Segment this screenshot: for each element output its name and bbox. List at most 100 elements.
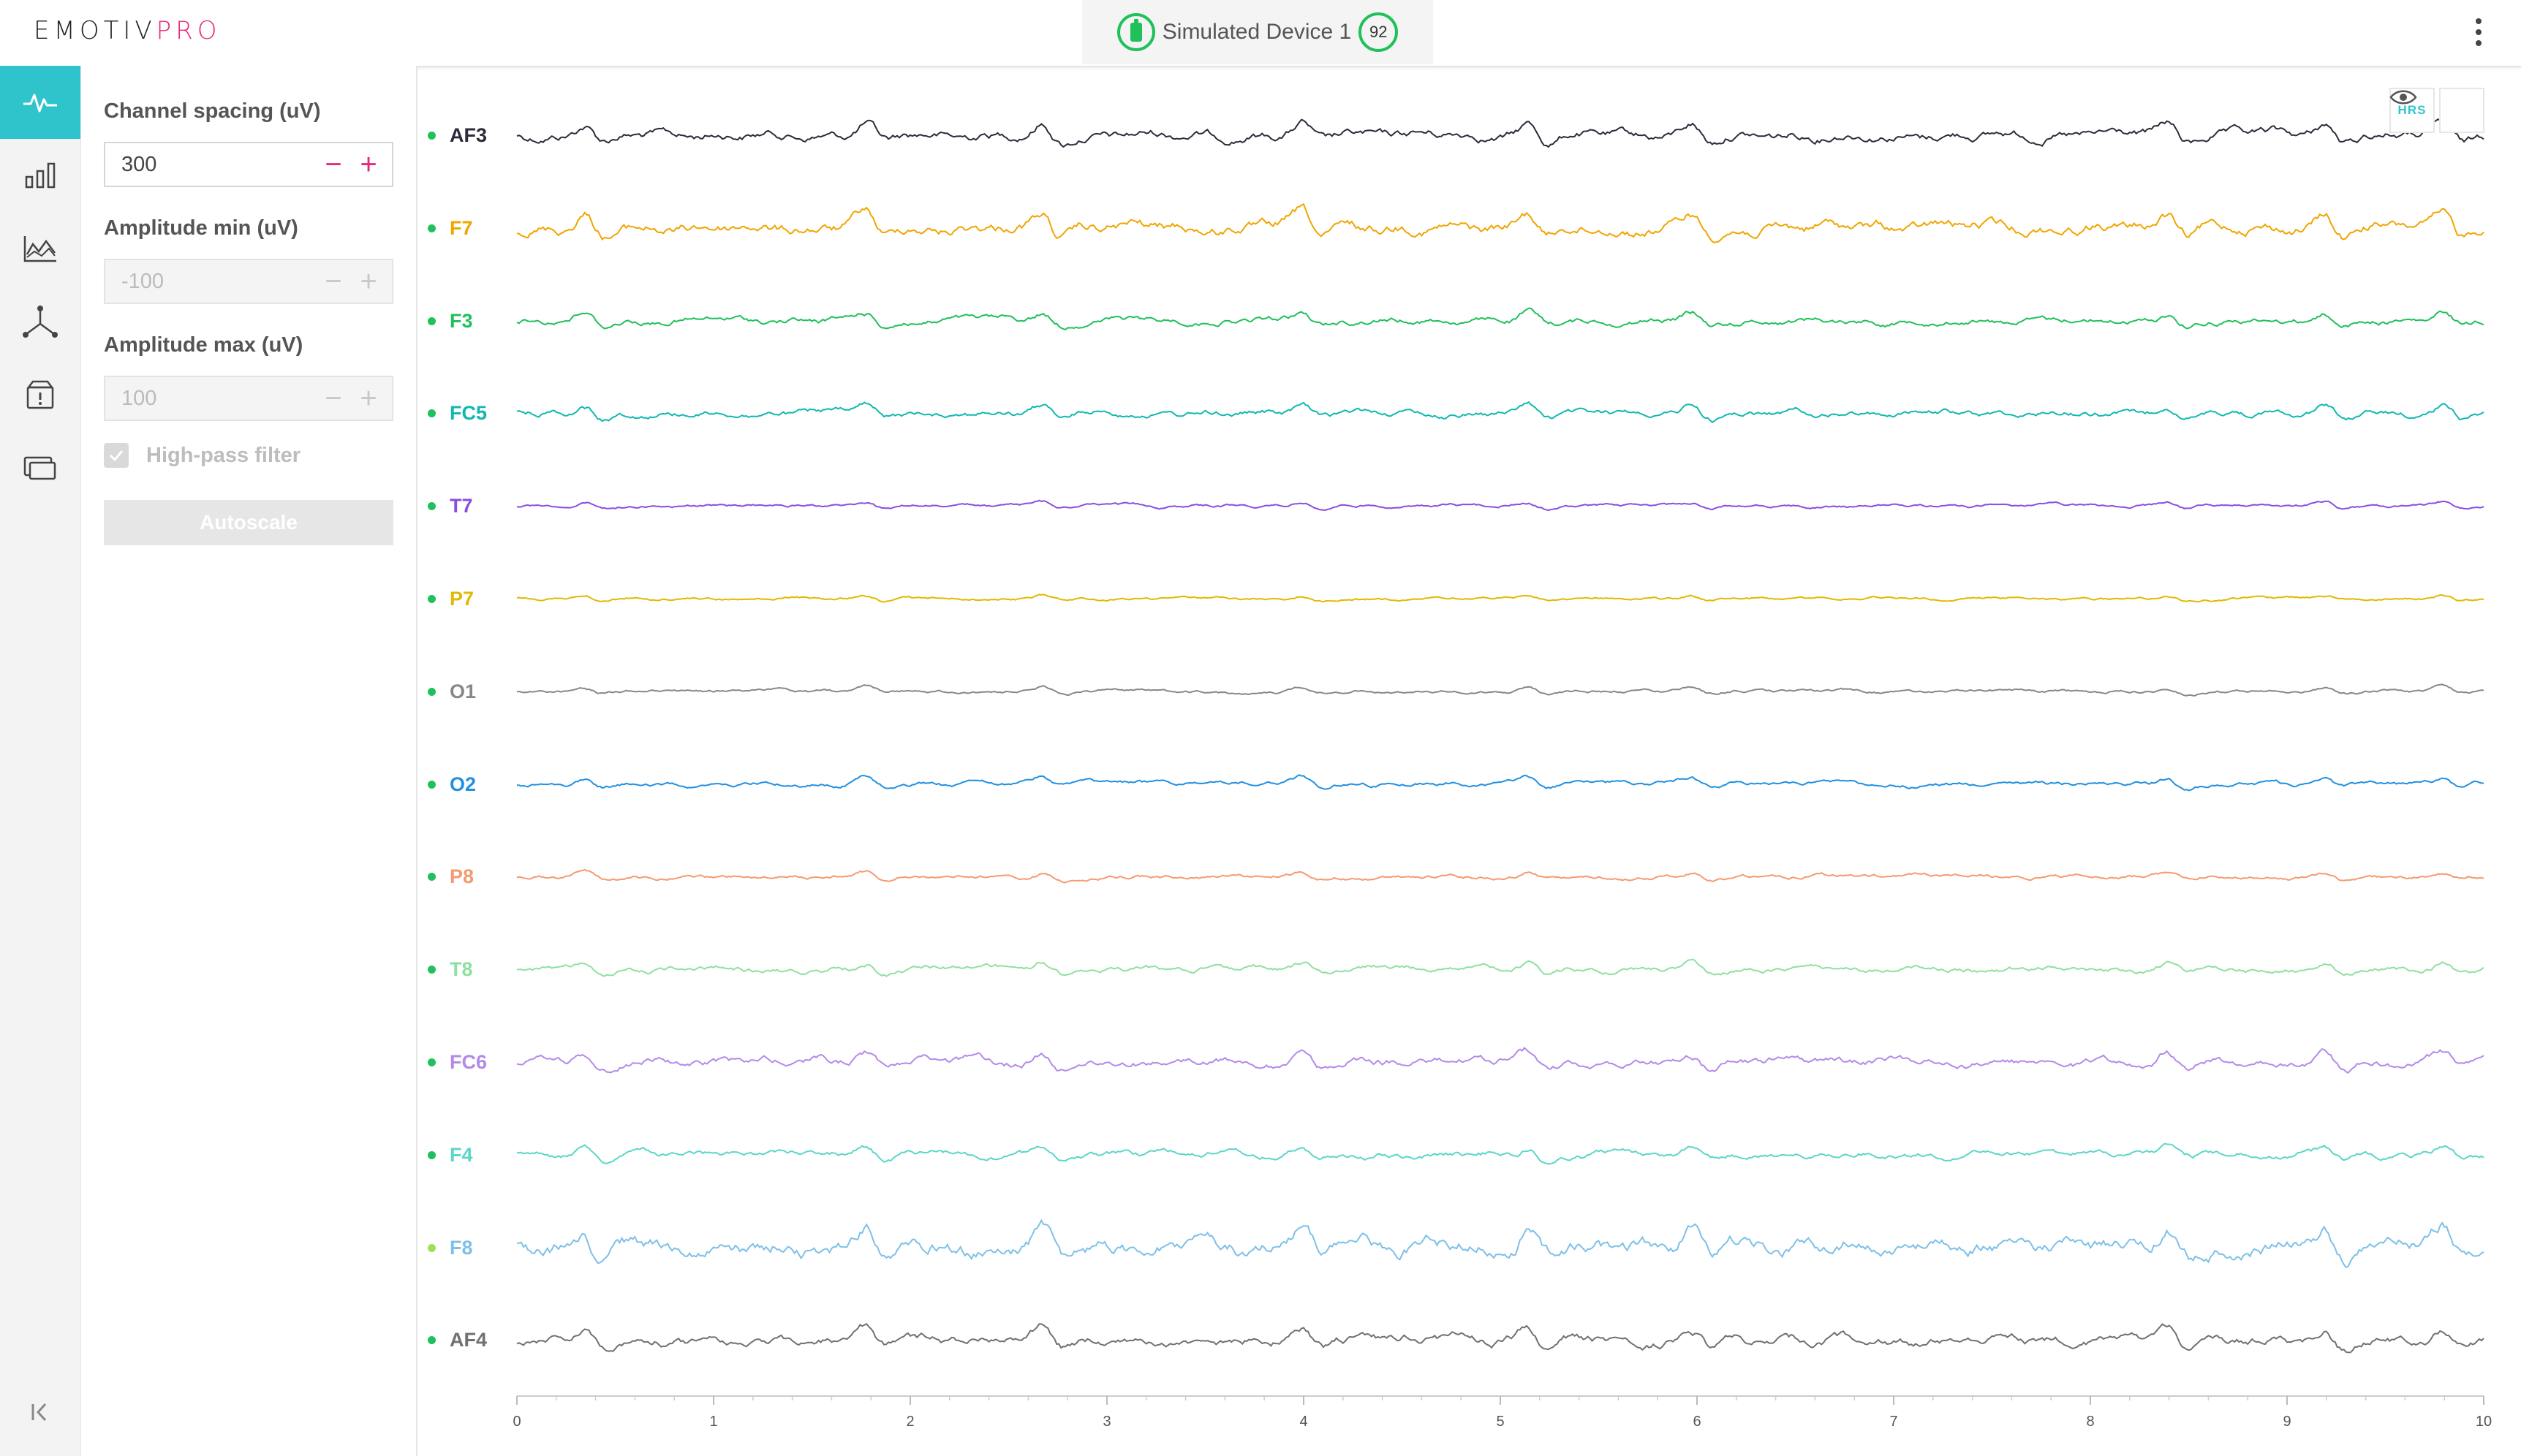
high-pass-filter-row: High-pass filter (104, 443, 301, 468)
channel-label-fc5[interactable]: FC5 (450, 402, 488, 425)
channel-status-dot (428, 1336, 436, 1345)
x-tick-label: 5 (1496, 1414, 1505, 1430)
eeg-trace-f3 (516, 307, 2484, 331)
archive-alert-icon (26, 380, 54, 409)
collapse-left-icon (31, 1403, 47, 1422)
x-tick-label: 0 (513, 1414, 521, 1430)
channel-label-f4[interactable]: F4 (450, 1143, 473, 1166)
channel-label-fc6[interactable]: FC6 (450, 1051, 488, 1073)
collapse-sidebar-button[interactable] (0, 1390, 80, 1434)
channel-label-t8[interactable]: T8 (450, 958, 473, 981)
device-selector[interactable]: Simulated Device 1 92 (1082, 0, 1433, 64)
increase-amp-max-button[interactable]: + (360, 382, 377, 414)
nav-performance-metrics[interactable] (0, 212, 80, 285)
decrease-spacing-button[interactable]: − (325, 148, 342, 181)
eeg-trace-o1 (516, 683, 2484, 697)
bar-chart-icon (25, 162, 56, 189)
decrease-amp-max-button[interactable]: − (325, 382, 342, 414)
channel-status-dot (428, 132, 436, 140)
channel-status-dot (428, 780, 436, 789)
eye-icon (2389, 90, 2417, 105)
channel-spacing-label: Channel spacing (uV) (104, 99, 321, 123)
x-tick-label: 4 (1299, 1414, 1308, 1430)
channel-status-dot (428, 502, 436, 511)
channel-status-dot (428, 409, 436, 418)
x-tick-label: 10 (2475, 1414, 2492, 1430)
eeg-trace-af3 (516, 118, 2484, 148)
channel-label-af3[interactable]: AF3 (450, 124, 488, 146)
nav-data-packets[interactable] (0, 358, 80, 431)
hrs-button[interactable]: HRS (2389, 88, 2435, 133)
eeg-trace-af4 (516, 1323, 2484, 1354)
channel-status-dot (428, 873, 436, 881)
toggle-visibility-button[interactable] (2389, 88, 2484, 133)
waveform-icon (23, 94, 57, 113)
channel-status-dot (428, 687, 436, 696)
channel-spacing-input[interactable]: 300 − + (104, 142, 393, 187)
channel-label-f7[interactable]: F7 (450, 216, 473, 239)
channel-status-dot (428, 1058, 436, 1066)
channel-label-f3[interactable]: F3 (450, 309, 473, 332)
high-pass-filter-label: High-pass filter (146, 443, 301, 467)
channel-label-o1[interactable]: O1 (450, 680, 477, 702)
x-tick-label: 6 (1693, 1414, 1701, 1430)
channel-label-t7[interactable]: T7 (450, 495, 473, 517)
channel-status-dot (428, 966, 436, 974)
channel-label-p7[interactable]: P7 (450, 588, 475, 610)
channel-label-f8[interactable]: F8 (450, 1236, 473, 1259)
logo-text-main: EMOTIV (34, 16, 156, 45)
settings-panel: Channel spacing (uV) 300 − + Amplitude m… (81, 66, 417, 1456)
left-nav (0, 66, 81, 1456)
amplitude-max-label: Amplitude max (uV) (104, 333, 303, 357)
eeg-trace-p7 (516, 594, 2484, 603)
nav-motion[interactable] (0, 285, 80, 358)
x-tick-label: 9 (2283, 1414, 2291, 1430)
x-tick-label: 1 (709, 1414, 718, 1430)
amplitude-max-input[interactable]: 100 − + (104, 376, 393, 421)
eeg-chart: HRS AF3 F7 F3 FC5 T7 P7 O1 O2 P8 T8 FC6 F4 F8 AF4 0 1 2 3… (417, 66, 2521, 1456)
channel-status-dot (428, 1243, 436, 1252)
x-tick-label: 3 (1103, 1414, 1111, 1430)
more-vertical-icon[interactable] (2474, 16, 2483, 48)
amplitude-min-input[interactable]: -100 − + (104, 259, 393, 304)
hrs-label: HRS (2397, 103, 2427, 117)
eeg-trace-fc5 (516, 401, 2484, 424)
eeg-trace-t8 (516, 958, 2484, 977)
autoscale-button[interactable]: Autoscale (104, 500, 393, 545)
eeg-trace-o2 (517, 774, 2484, 792)
decrease-amp-min-button[interactable]: − (325, 265, 342, 297)
increase-amp-min-button[interactable]: + (360, 265, 377, 297)
high-pass-filter-checkbox[interactable] (104, 443, 129, 468)
chart-overlay-controls: HRS (2389, 88, 2484, 133)
amplitude-min-value: -100 (121, 269, 165, 293)
motion-axes-icon (23, 306, 58, 338)
device-name: Simulated Device 1 (1162, 20, 1352, 44)
x-tick-label: 2 (906, 1414, 915, 1430)
battery-icon (1116, 13, 1155, 51)
eeg-traces-svg (516, 118, 2484, 1405)
x-tick-label: 8 (2086, 1414, 2095, 1430)
top-bar: EMOTIVPRO Simulated Device 1 92 (0, 0, 2521, 67)
eeg-trace-t7 (516, 499, 2484, 512)
channel-label-o2[interactable]: O2 (450, 773, 477, 795)
checkmark-icon (109, 450, 124, 462)
nav-raw-eeg[interactable] (0, 66, 80, 139)
channel-status-dot (428, 316, 436, 325)
eeg-trace-f4 (516, 1142, 2484, 1165)
eeg-trace-fc6 (516, 1047, 2484, 1074)
eeg-trace-p8 (516, 868, 2484, 884)
signal-quality-badge: 92 (1358, 12, 1399, 52)
amplitude-max-value: 100 (121, 386, 157, 410)
nav-band-power[interactable] (0, 139, 80, 212)
increase-spacing-button[interactable]: + (360, 148, 377, 181)
channel-status-dot (428, 1150, 436, 1159)
devices-icon (23, 456, 56, 480)
channel-label-af4[interactable]: AF4 (450, 1329, 488, 1351)
nav-devices[interactable] (0, 431, 80, 504)
eeg-trace-f8 (516, 1218, 2484, 1269)
app-logo: EMOTIVPRO (34, 16, 222, 45)
channel-label-p8[interactable]: P8 (450, 865, 475, 888)
logo-text-pro: PRO (156, 16, 222, 45)
amplitude-min-label: Amplitude min (uV) (104, 216, 298, 240)
channel-spacing-value: 300 (121, 152, 157, 176)
